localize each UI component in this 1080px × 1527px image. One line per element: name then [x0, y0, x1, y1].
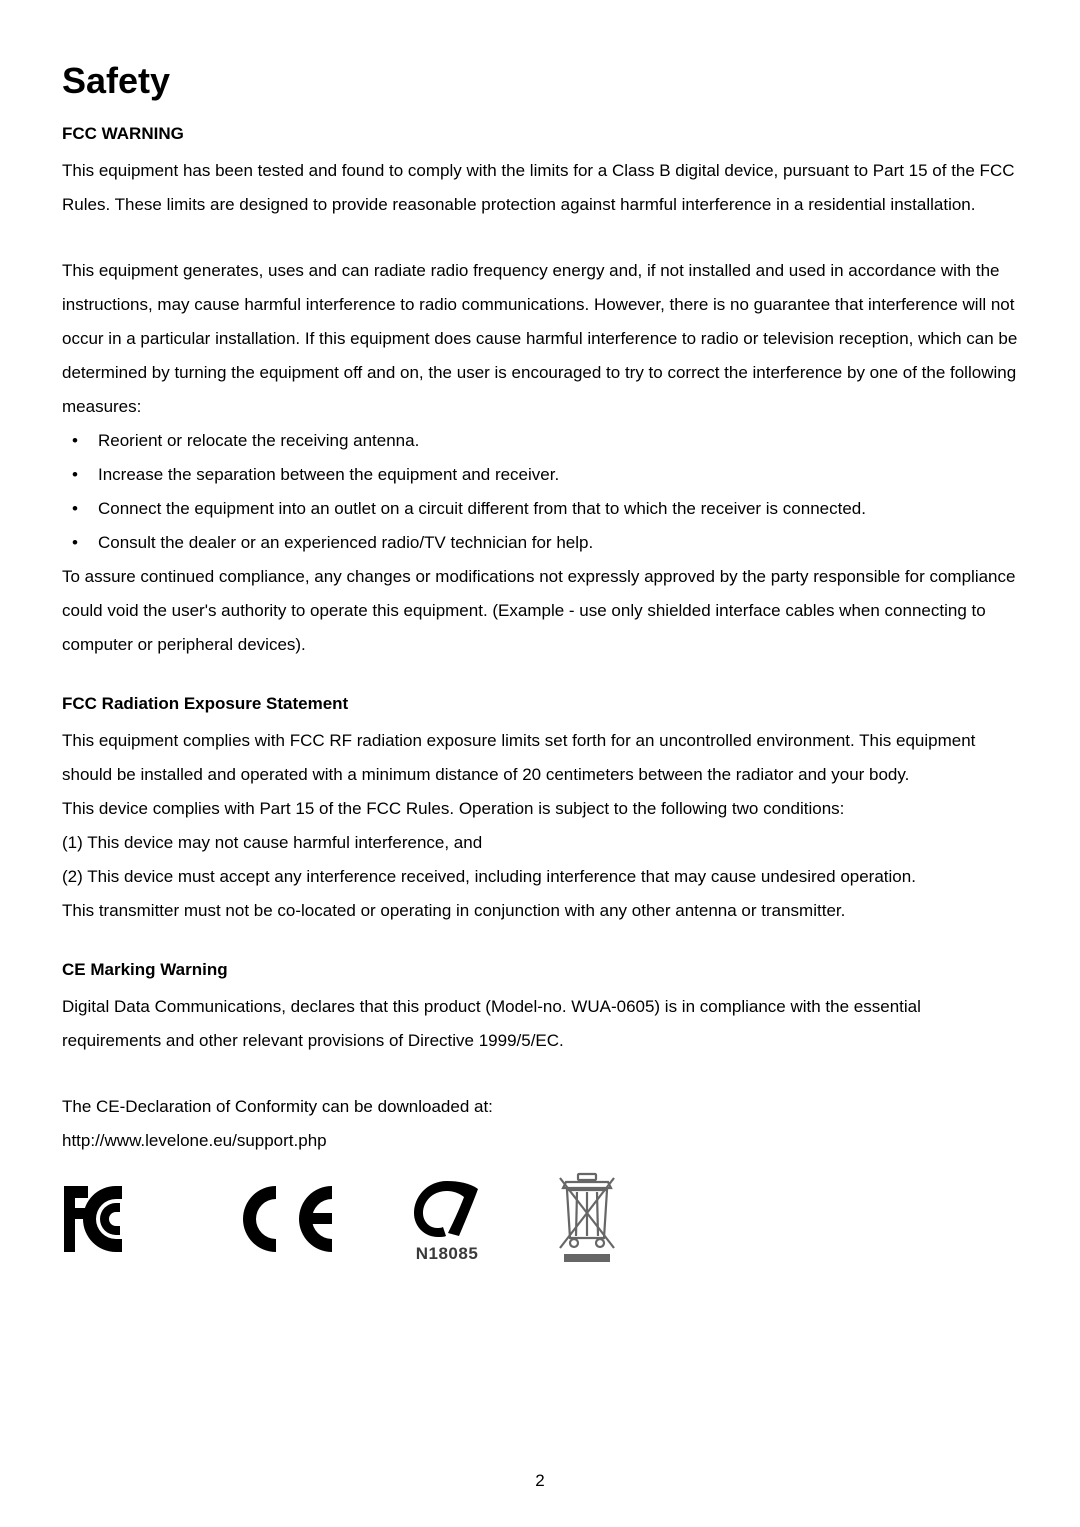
logo-row: N18085	[62, 1172, 1018, 1271]
list-item: Increase the separation between the equi…	[62, 458, 1018, 492]
fcc-warning-bullets: Reorient or relocate the receiving anten…	[62, 424, 1018, 560]
fcc-radiation-para2: This device complies with Part 15 of the…	[62, 792, 1018, 826]
ce-logo-icon	[232, 1180, 342, 1263]
fcc-radiation-cond2: (2) This device must accept any interfer…	[62, 860, 1018, 894]
fcc-radiation-para1: This equipment complies with FCC RF radi…	[62, 724, 1018, 792]
ce-marking-heading: CE Marking Warning	[62, 960, 1018, 980]
fcc-warning-heading: FCC WARNING	[62, 124, 1018, 144]
c-tick-label: N18085	[412, 1244, 482, 1264]
list-item: Connect the equipment into an outlet on …	[62, 492, 1018, 526]
fcc-radiation-heading: FCC Radiation Exposure Statement	[62, 694, 1018, 714]
list-item: Reorient or relocate the receiving anten…	[62, 424, 1018, 458]
page-container: Safety FCC WARNING This equipment has be…	[0, 0, 1080, 1527]
list-item: Consult the dealer or an experienced rad…	[62, 526, 1018, 560]
c-tick-logo-icon: N18085	[412, 1179, 482, 1264]
page-title: Safety	[62, 60, 1018, 102]
fcc-logo-icon	[62, 1180, 162, 1263]
ce-marking-para2: The CE-Declaration of Conformity can be …	[62, 1090, 1018, 1124]
fcc-radiation-para3: This transmitter must not be co-located …	[62, 894, 1018, 928]
weee-bin-icon	[552, 1172, 622, 1271]
ce-marking-para1: Digital Data Communications, declares th…	[62, 990, 1018, 1058]
fcc-warning-para3: To assure continued compliance, any chan…	[62, 560, 1018, 662]
fcc-radiation-cond1: (1) This device may not cause harmful in…	[62, 826, 1018, 860]
fcc-warning-para1: This equipment has been tested and found…	[62, 154, 1018, 222]
ce-marking-url: http://www.levelone.eu/support.php	[62, 1124, 1018, 1158]
page-number: 2	[0, 1471, 1080, 1491]
fcc-warning-para2: This equipment generates, uses and can r…	[62, 254, 1018, 424]
